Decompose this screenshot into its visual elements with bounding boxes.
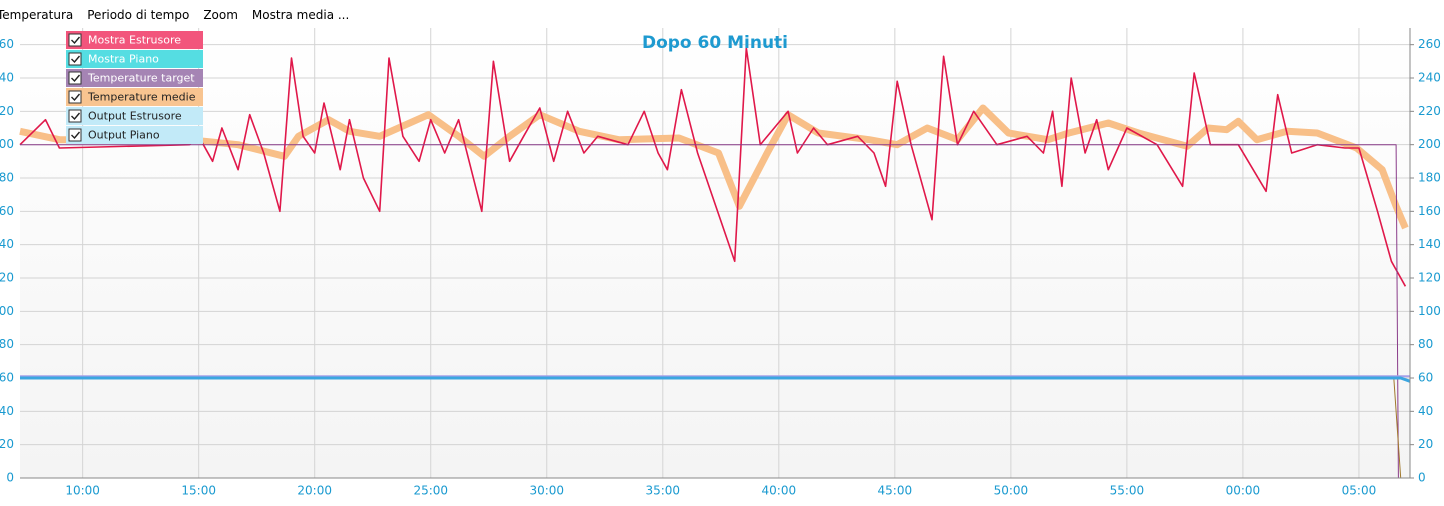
y-tick-label: 140 (0, 237, 14, 251)
chart-title: Dopo 60 Minuti (642, 33, 788, 53)
checkmark (71, 131, 81, 140)
y-tick-label: 80 (0, 337, 14, 351)
legend-label[interactable]: Mostra Piano (88, 53, 159, 66)
legend-swatch (66, 69, 203, 87)
y2-tick-label: 0 (1418, 471, 1426, 485)
legend-swatch (66, 126, 203, 144)
y-tick-label: 260 (0, 37, 14, 51)
checkmark (71, 36, 81, 45)
series-line (20, 376, 1411, 383)
y-tick-label: 20 (0, 437, 14, 451)
legend-swatch (66, 31, 203, 49)
y2-tick-label: 40 (1418, 404, 1433, 418)
y2-tick-label: 260 (1418, 37, 1441, 51)
legend-label[interactable]: Temperature medie (87, 91, 196, 104)
y2-tick-label: 200 (1418, 137, 1441, 151)
y-tick-label: 60 (0, 371, 14, 385)
x-tick-label: 35:00 (645, 484, 680, 498)
y-tick-label: 120 (0, 271, 14, 285)
y-tick-label: 240 (0, 71, 14, 85)
y2-tick-label: 180 (1418, 171, 1441, 185)
x-tick-label: 10:00 (65, 484, 100, 498)
y2-tick-label: 80 (1418, 337, 1433, 351)
y2-tick-label: 220 (1418, 104, 1441, 118)
checkmark (71, 74, 81, 83)
plot-area (20, 28, 1410, 478)
y2-tick-label: 120 (1418, 271, 1441, 285)
x-tick-label: 15:00 (181, 484, 216, 498)
legend-swatch (66, 107, 203, 125)
checkbox[interactable] (68, 90, 82, 104)
x-tick-label: 55:00 (1110, 484, 1145, 498)
legend-label[interactable]: Output Estrusore (88, 110, 182, 123)
x-tick-label: 00:00 (1226, 484, 1261, 498)
checkbox[interactable] (68, 109, 82, 123)
x-tick-label: 30:00 (529, 484, 564, 498)
checkbox[interactable] (68, 71, 82, 85)
y-tick-label: 180 (0, 171, 14, 185)
y-tick-label: 160 (0, 204, 14, 218)
checkbox[interactable] (68, 128, 82, 142)
y2-tick-label: 20 (1418, 437, 1433, 451)
legend-label[interactable]: Temperature target (87, 72, 195, 85)
menu-item[interactable]: Temperatura (0, 8, 74, 22)
checkbox[interactable] (68, 33, 82, 47)
menu-item[interactable]: Zoom (203, 8, 238, 22)
y2-tick-label: 100 (1418, 304, 1441, 318)
x-tick-label: 50:00 (994, 484, 1029, 498)
y-tick-label: 40 (0, 404, 14, 418)
x-tick-label: 20:00 (297, 484, 332, 498)
legend-swatch (66, 50, 203, 68)
legend-label[interactable]: Output Piano (88, 129, 160, 142)
checkbox[interactable] (68, 52, 82, 66)
x-tick-label: 40:00 (762, 484, 797, 498)
x-tick-label: 25:00 (413, 484, 448, 498)
y2-tick-label: 160 (1418, 204, 1441, 218)
series-line (20, 144, 1399, 479)
menu-item[interactable]: Periodo di tempo (87, 8, 190, 22)
menu-item[interactable]: Mostra media ... (251, 8, 350, 22)
checkmark (71, 93, 81, 102)
y2-tick-label: 240 (1418, 71, 1441, 85)
y2-tick-label: 60 (1418, 371, 1433, 385)
legend-label[interactable]: Mostra Estrusore (88, 34, 181, 47)
menu-bar: Temperatura Periodo di tempo Zoom Mostra… (0, 0, 1444, 28)
x-tick-label: 45:00 (878, 484, 913, 498)
legend-swatch (66, 88, 203, 106)
checkmark (71, 112, 81, 121)
checkmark (71, 55, 81, 64)
y2-tick-label: 140 (1418, 237, 1441, 251)
x-tick-label: 05:00 (1342, 484, 1377, 498)
y-tick-label: 0 (6, 471, 14, 485)
y-tick-label: 100 (0, 304, 14, 318)
y-tick-label: 200 (0, 137, 14, 151)
y-tick-label: 220 (0, 104, 14, 118)
